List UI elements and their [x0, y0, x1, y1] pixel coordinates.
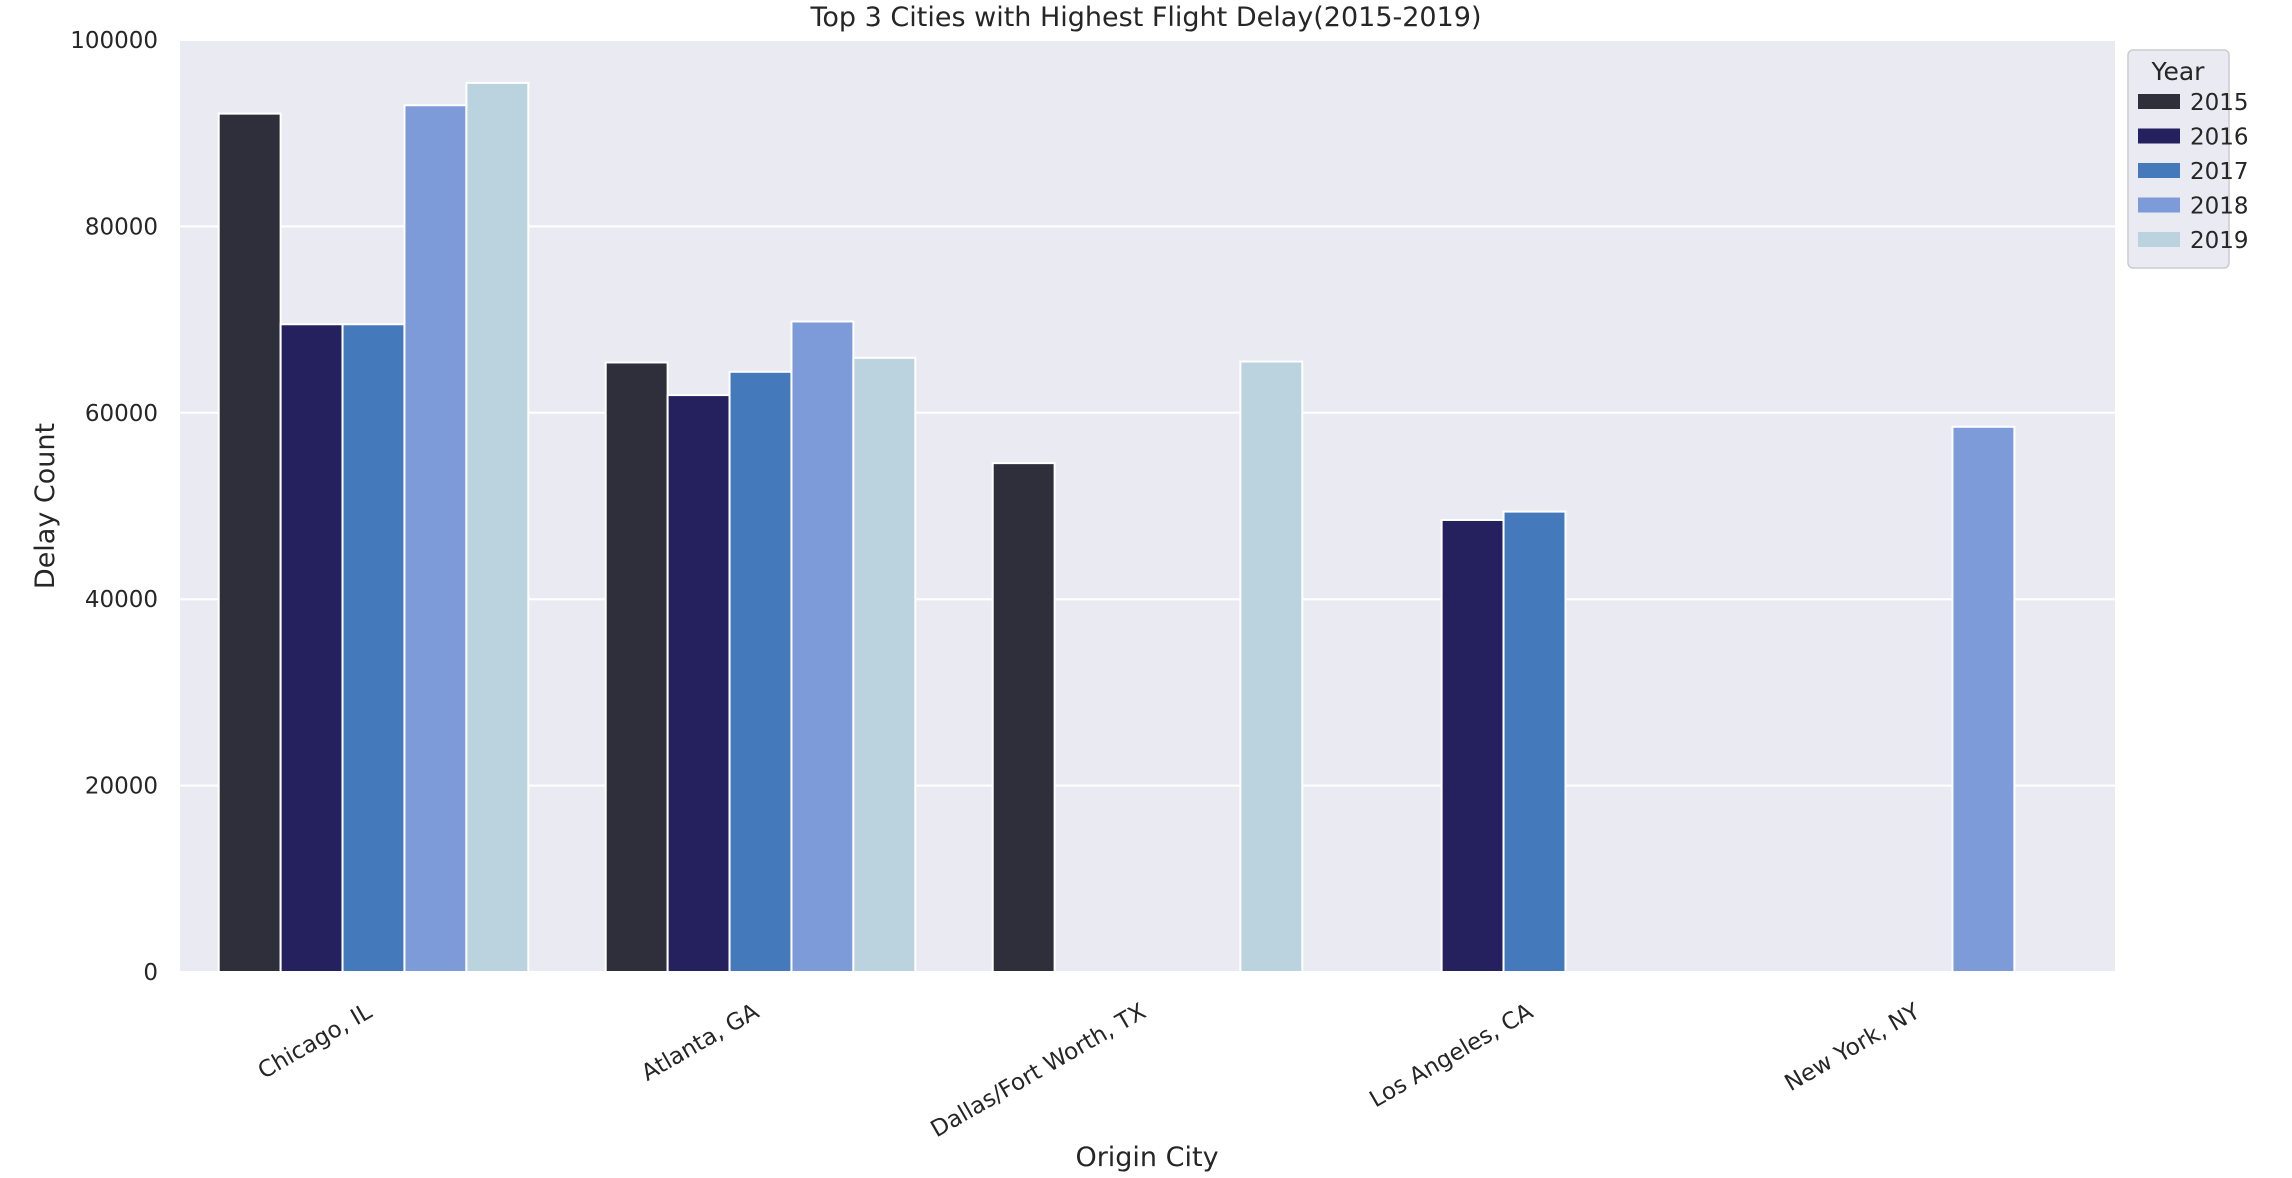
- bar-2019-1: [852, 356, 917, 973]
- legend-label-2016: 2016: [2190, 125, 2249, 151]
- bar-2016-3: [1440, 518, 1505, 973]
- bar-2018-0: [403, 104, 468, 974]
- legend-label-2018: 2018: [2190, 194, 2249, 220]
- bar-2017-3: [1502, 510, 1567, 973]
- legend-swatch-2018: [2138, 197, 2180, 213]
- bar-2015-0: [217, 112, 282, 974]
- bar-2018-1: [790, 320, 855, 973]
- legend-label-2015: 2015: [2190, 90, 2249, 116]
- legend-swatch-2016: [2138, 128, 2180, 144]
- y-tick-label: 100000: [70, 28, 158, 54]
- y-axis-ticks: 0 20000 40000 60000 80000 100000: [70, 28, 158, 986]
- legend-items: 2015 2016 2017 2018 2019: [2138, 90, 2249, 254]
- bar-2017-1: [728, 370, 793, 973]
- x-tick-label: Dallas/Fort Worth, TX: [927, 999, 1151, 1143]
- legend-label-2017: 2017: [2190, 159, 2249, 185]
- bar-2015-1: [604, 361, 669, 973]
- x-tick-label: Atlanta, GA: [637, 999, 763, 1087]
- x-axis-title: Origin City: [1075, 1142, 1218, 1173]
- bar-2019-0: [465, 81, 530, 973]
- bar-2016-1: [666, 394, 731, 974]
- y-axis-title: Delay Count: [30, 423, 61, 589]
- y-tick-label: 60000: [85, 401, 158, 427]
- bar-2016-0: [279, 323, 344, 973]
- bars: [217, 81, 2016, 974]
- y-tick-label: 40000: [85, 587, 158, 613]
- y-tick-label: 20000: [85, 774, 158, 800]
- bar-2019-2: [1239, 360, 1304, 974]
- legend-swatch-2019: [2138, 232, 2180, 247]
- chart-title: Top 3 Cities with Highest Flight Delay(2…: [810, 2, 1482, 33]
- bar-2015-2: [991, 462, 1056, 973]
- x-tick-label: Los Angeles, CA: [1365, 999, 1537, 1114]
- legend-swatch-2017: [2138, 163, 2180, 178]
- bar-2018-4: [1951, 425, 2016, 973]
- x-axis-ticks: Chicago, IL Atlanta, GA Dallas/Fort Worth,…: [254, 998, 1926, 1143]
- y-tick-label: 80000: [85, 214, 158, 240]
- legend-title: Year: [2151, 57, 2206, 86]
- bar-2017-0: [341, 323, 406, 973]
- legend-swatch-2015: [2138, 94, 2180, 109]
- x-tick-label: New York, NY: [1781, 998, 1926, 1097]
- legend: Year 2015 2016 2017 2018 2019: [2127, 49, 2249, 269]
- x-tick-label: Chicago, IL: [254, 999, 377, 1085]
- y-tick-label: 0: [143, 960, 158, 986]
- legend-label-2019: 2019: [2190, 228, 2249, 254]
